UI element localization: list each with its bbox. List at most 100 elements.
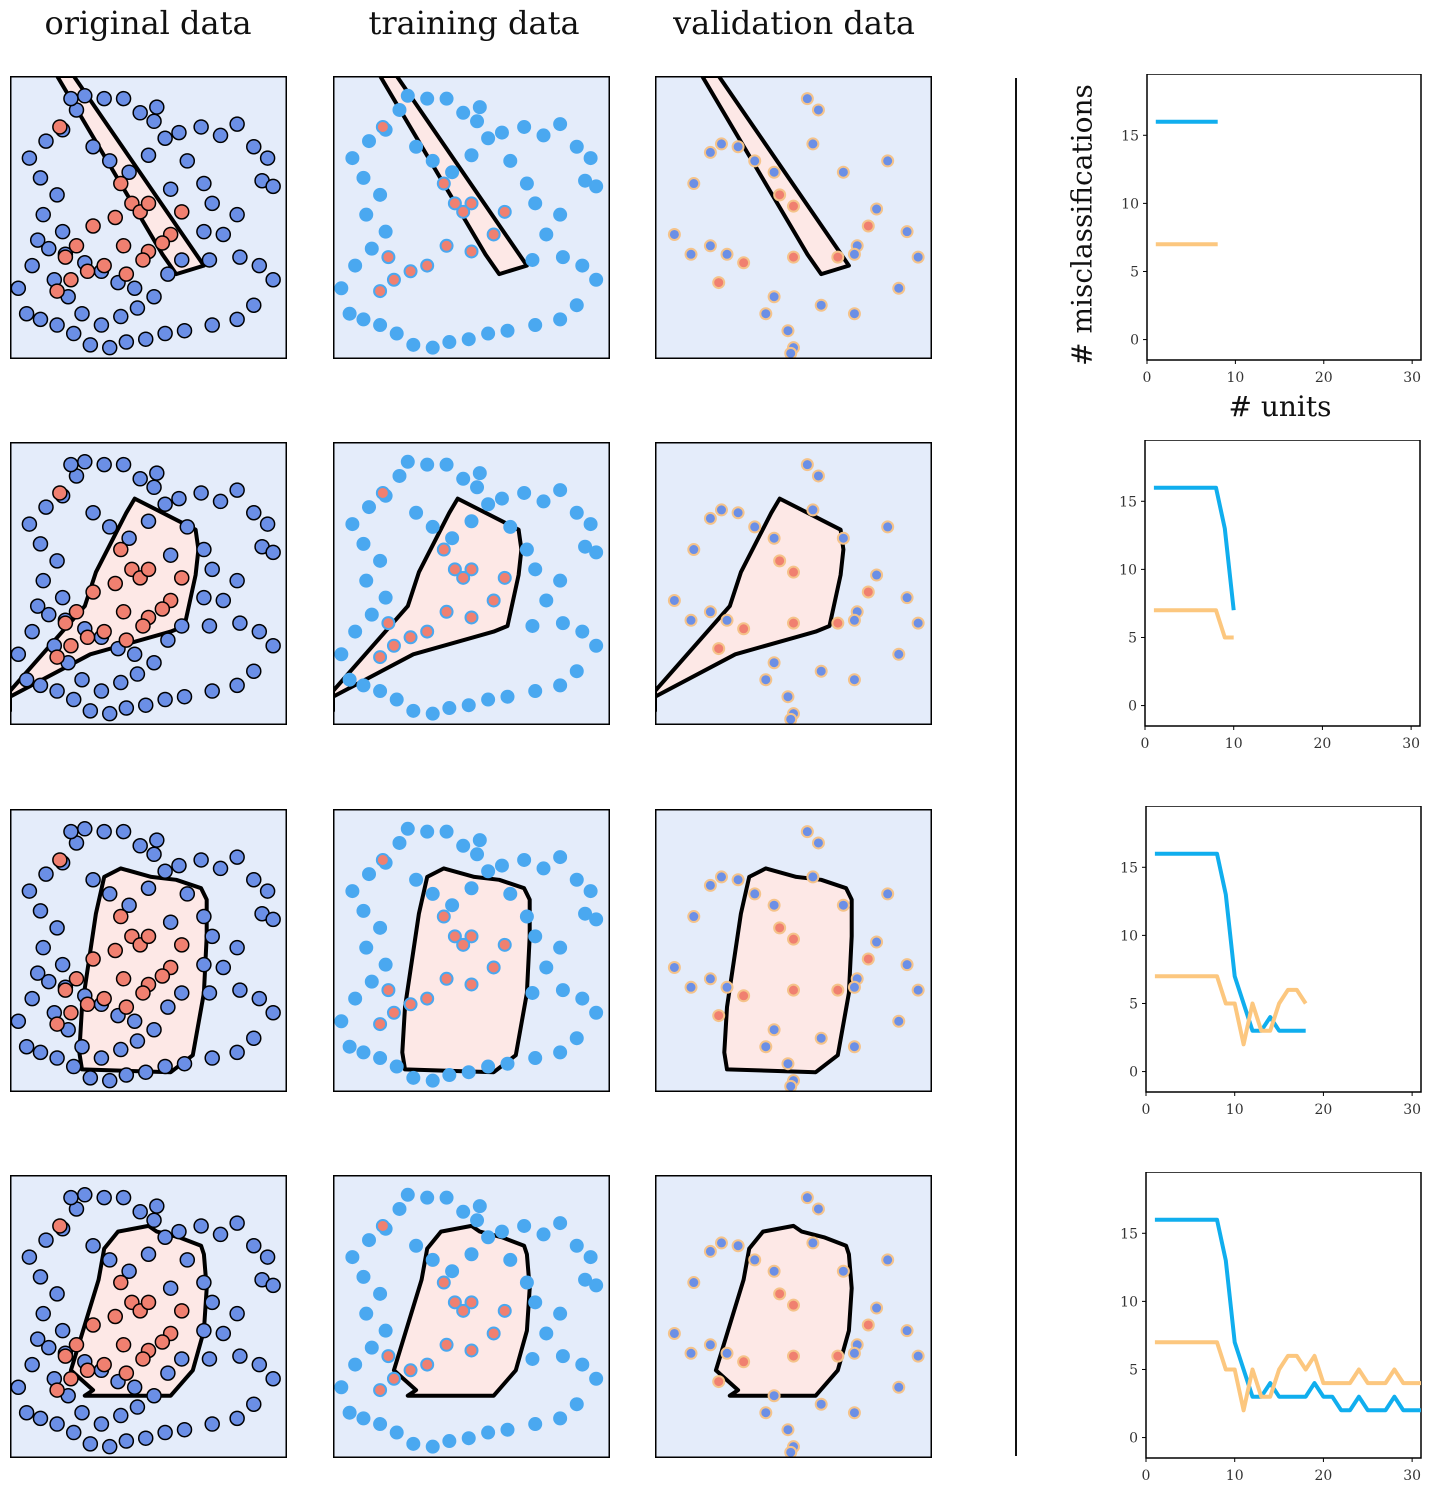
data-point-red xyxy=(375,119,390,134)
data-point-blue xyxy=(246,297,262,313)
data-point-red xyxy=(96,623,112,640)
data-point-blue xyxy=(814,664,828,678)
scatter-panel-r2-c3 xyxy=(655,442,932,725)
data-point-blue xyxy=(259,883,276,899)
data-point-blue xyxy=(345,151,360,166)
data-point-blue xyxy=(232,249,248,265)
data-point-red xyxy=(381,1349,396,1364)
data-point-red xyxy=(403,264,418,279)
data-point-blue xyxy=(569,1031,584,1046)
data-point-blue xyxy=(101,1072,118,1089)
data-point-blue xyxy=(667,227,681,241)
data-point-red xyxy=(79,263,96,280)
data-point-blue xyxy=(229,482,245,498)
data-point-blue xyxy=(129,1033,146,1049)
data-point-blue xyxy=(464,1247,479,1262)
data-point-blue xyxy=(157,325,173,342)
data-point-blue xyxy=(464,881,479,896)
data-point-blue xyxy=(536,1227,551,1242)
data-point-blue xyxy=(162,181,179,197)
data-point-blue xyxy=(215,959,232,976)
data-point-blue xyxy=(118,1433,135,1449)
data-point-red xyxy=(140,1294,157,1311)
data-point-blue xyxy=(204,195,220,212)
data-point-blue xyxy=(911,1349,925,1363)
scatter-panel-r1-c3 xyxy=(655,76,932,359)
data-point-blue xyxy=(196,589,212,606)
data-point-blue xyxy=(703,1244,717,1258)
data-point-blue xyxy=(389,692,404,707)
data-point-red xyxy=(375,1218,390,1233)
data-point-blue xyxy=(118,1067,135,1083)
data-point-blue xyxy=(115,1189,132,1206)
data-point-blue xyxy=(101,705,118,722)
data-point-blue xyxy=(229,939,245,956)
data-point-blue xyxy=(578,1272,593,1287)
data-point-blue xyxy=(847,980,861,994)
data-point-red xyxy=(140,195,157,212)
y-tick-label: 0 xyxy=(1130,333,1139,349)
data-point-blue xyxy=(442,1068,457,1083)
data-point-blue xyxy=(684,1346,698,1360)
data-point-red xyxy=(447,196,462,211)
data-point-blue xyxy=(519,909,534,924)
data-point-red xyxy=(486,227,501,242)
data-point-red xyxy=(456,937,471,952)
data-point-blue xyxy=(378,957,393,972)
data-point-blue xyxy=(96,456,112,473)
data-point-red xyxy=(403,1363,418,1378)
data-point-red xyxy=(63,638,79,654)
data-point-red xyxy=(773,1287,787,1301)
data-point-red xyxy=(373,1017,388,1032)
data-point-red xyxy=(712,1375,726,1389)
data-point-blue xyxy=(82,337,99,353)
data-point-red xyxy=(140,561,157,578)
data-point-blue xyxy=(406,1070,421,1085)
data-point-blue xyxy=(525,252,540,267)
data-point-blue xyxy=(781,690,795,704)
data-point-red xyxy=(420,258,435,273)
data-point-red xyxy=(49,1382,65,1398)
data-point-blue xyxy=(373,318,388,333)
data-point-blue xyxy=(49,187,65,203)
data-point-blue xyxy=(409,505,424,520)
data-point-blue xyxy=(246,1030,262,1046)
data-point-blue xyxy=(767,165,781,179)
data-point-blue xyxy=(442,335,457,350)
data-point-blue xyxy=(472,100,487,115)
data-point-blue xyxy=(881,154,895,168)
data-point-blue xyxy=(29,1331,46,1347)
data-point-red xyxy=(68,971,85,987)
data-point-blue xyxy=(364,241,379,256)
data-point-blue xyxy=(140,880,157,896)
data-point-red xyxy=(57,615,74,631)
data-point-blue xyxy=(359,207,374,222)
data-point-red xyxy=(375,852,390,867)
data-point-blue xyxy=(481,864,496,879)
data-point-red xyxy=(79,1362,96,1379)
data-point-blue xyxy=(881,887,895,901)
data-point-blue xyxy=(528,684,543,699)
data-point-blue xyxy=(578,539,593,554)
data-point-blue xyxy=(409,1238,424,1253)
data-point-blue xyxy=(528,929,543,944)
data-point-blue xyxy=(265,178,281,195)
data-point-blue xyxy=(583,151,598,166)
data-point-blue xyxy=(176,1055,193,1072)
data-point-blue xyxy=(900,958,914,972)
data-point-blue xyxy=(162,914,179,930)
data-point-blue xyxy=(494,491,509,506)
data-point-blue xyxy=(149,465,165,481)
data-point-red xyxy=(497,204,512,219)
data-point-blue xyxy=(35,1305,51,1322)
data-point-blue xyxy=(364,1340,379,1355)
y-tick-label: 10 xyxy=(1120,1294,1138,1310)
data-point-red xyxy=(96,257,112,274)
data-point-red xyxy=(118,1365,135,1381)
data-point-red xyxy=(173,570,190,586)
data-point-blue xyxy=(115,456,132,473)
data-point-blue xyxy=(748,520,762,534)
data-point-red xyxy=(115,238,132,254)
data-point-blue xyxy=(160,266,176,282)
data-point-blue xyxy=(425,153,440,168)
